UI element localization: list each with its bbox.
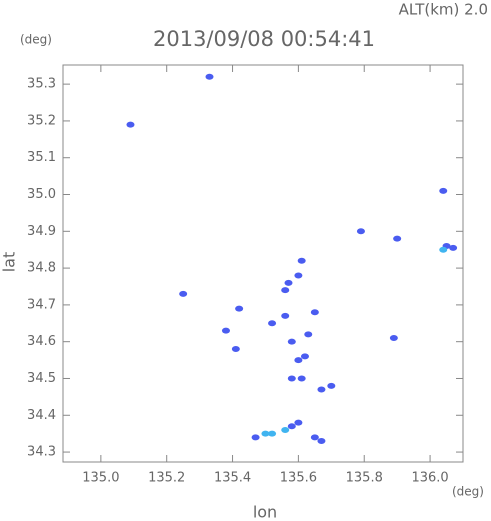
echo-point [281, 287, 290, 294]
echo-point [317, 438, 326, 445]
echo-point [251, 434, 260, 441]
echo-point [327, 382, 336, 389]
echo-point [179, 290, 188, 297]
x-tick-label: 135.6 [280, 471, 317, 486]
y-unit: (deg) [20, 33, 52, 47]
echo-point [205, 73, 214, 80]
x-tick-label: 135.2 [148, 471, 185, 486]
echo-point [294, 419, 303, 426]
echo-point [356, 228, 365, 235]
echo-point [297, 257, 306, 264]
echo-point [449, 244, 458, 251]
echo-point [287, 338, 296, 345]
x-tick-label: 135.8 [346, 471, 383, 486]
x-unit: (deg) [452, 485, 484, 499]
echo-point [294, 272, 303, 279]
x-tick-label: 135.0 [82, 471, 119, 486]
echo-point [393, 235, 402, 242]
y-tick-label: 35.0 [27, 187, 56, 202]
y-tick-label: 34.3 [27, 445, 56, 460]
y-tick-label: 34.6 [27, 334, 56, 349]
annotation: ALT(km) 2.0 [399, 1, 488, 19]
y-tick-label: 34.5 [27, 371, 56, 386]
echo-point [268, 320, 277, 327]
echo-point [317, 386, 326, 393]
echo-point [310, 309, 319, 316]
echo-point [231, 346, 240, 353]
y-tick-label: 34.8 [27, 261, 56, 276]
echo-point [389, 335, 398, 342]
y-tick-label: 34.9 [27, 224, 56, 239]
echo-point [281, 426, 290, 433]
echo-point [261, 430, 270, 437]
echo-point [439, 187, 448, 194]
echo-point [439, 246, 448, 253]
echo-point [281, 312, 290, 319]
echo-point [221, 327, 230, 334]
y-tick-label: 35.3 [27, 77, 56, 92]
echo-point [287, 423, 296, 430]
x-axis-label: lon [253, 503, 277, 521]
y-tick-label: 35.2 [27, 113, 56, 128]
y-tick-label: 34.4 [27, 408, 56, 423]
echo-point [235, 305, 244, 312]
echo-point [300, 353, 309, 360]
plot-frame [62, 64, 464, 463]
echo-point [287, 375, 296, 382]
x-tick-label: 135.4 [214, 471, 251, 486]
x-tick-label: 136.0 [411, 471, 448, 486]
echo-point [284, 279, 293, 286]
echo-point [294, 357, 303, 364]
y-tick-label: 35.1 [27, 150, 56, 165]
echo-point [297, 375, 306, 382]
y-tick-label: 34.7 [27, 297, 56, 312]
echo-point [268, 430, 277, 437]
echo-point [310, 434, 319, 441]
echo-point [126, 121, 135, 128]
y-axis-label: lat [0, 252, 19, 273]
echo-point [304, 331, 313, 338]
chart-title: 2013/09/08 00:54:41 [153, 27, 375, 51]
